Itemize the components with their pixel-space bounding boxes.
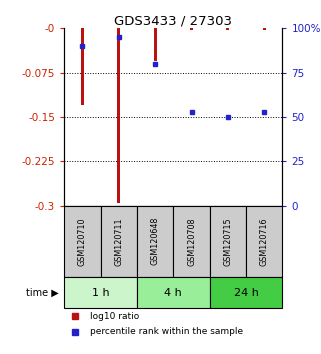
Bar (263, 28, 266, 29)
Bar (246, 206, 282, 277)
Text: 1 h: 1 h (92, 287, 109, 297)
Bar (173, 206, 210, 277)
Bar (137, 206, 173, 277)
Bar (154, 28, 157, 61)
Text: log10 ratio: log10 ratio (91, 312, 140, 321)
Text: time ▶: time ▶ (26, 287, 59, 297)
Bar (190, 28, 193, 29)
Text: GSM120711: GSM120711 (114, 217, 123, 266)
Bar (81, 28, 84, 105)
Text: GSM120716: GSM120716 (260, 217, 269, 266)
Text: GSM120710: GSM120710 (78, 217, 87, 266)
Bar (64, 206, 100, 277)
Bar (226, 28, 230, 29)
Bar (117, 28, 120, 203)
Text: GSM120648: GSM120648 (151, 217, 160, 266)
Bar (210, 277, 282, 308)
Bar (64, 277, 137, 308)
Text: GSM120715: GSM120715 (223, 217, 232, 266)
Text: percentile rank within the sample: percentile rank within the sample (91, 327, 244, 336)
Text: 4 h: 4 h (164, 287, 182, 297)
Text: GSM120708: GSM120708 (187, 217, 196, 266)
Bar (137, 277, 210, 308)
Text: 24 h: 24 h (234, 287, 258, 297)
Bar (210, 206, 246, 277)
Title: GDS3433 / 27303: GDS3433 / 27303 (114, 14, 232, 27)
Bar (100, 206, 137, 277)
